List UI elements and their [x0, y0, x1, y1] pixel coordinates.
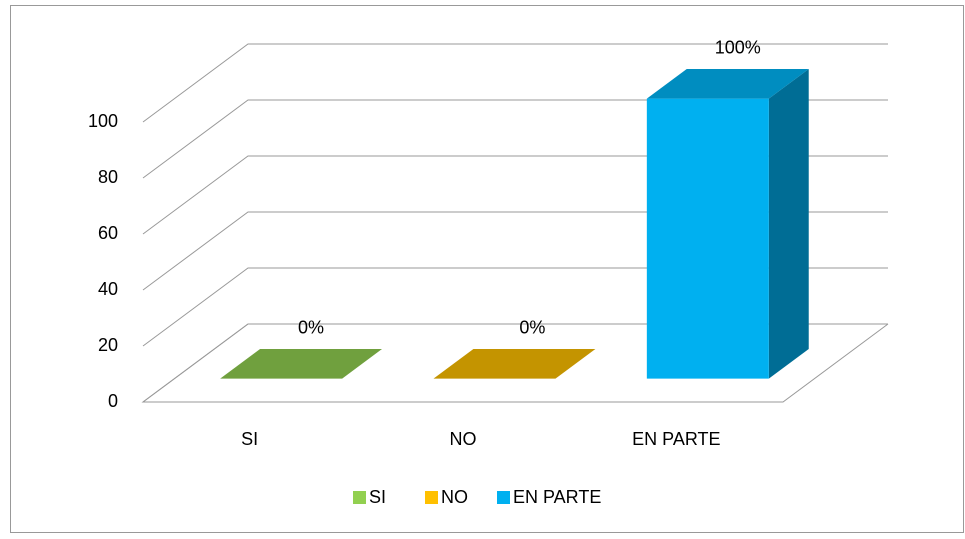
legend-swatch [497, 491, 510, 504]
chart-border [10, 5, 964, 533]
x-tick-label: SI [241, 429, 258, 449]
y-tick-label: 20 [98, 335, 118, 355]
bar-front [646, 98, 769, 379]
y-tick-label: 100 [88, 111, 118, 131]
data-label: 0% [519, 318, 545, 338]
bar-top [433, 348, 596, 379]
data-label: 0% [298, 318, 324, 338]
y-tick-label: 0 [108, 391, 118, 411]
legend-label: SI [369, 487, 386, 507]
x-tick-label: NO [450, 429, 477, 449]
data-label: 100% [715, 38, 761, 58]
grid-line [142, 43, 888, 123]
legend-swatch [353, 491, 366, 504]
y-tick-label: 40 [98, 279, 118, 299]
bar-top [220, 348, 383, 379]
legend-swatch [425, 491, 438, 504]
x-tick-label: EN PARTE [632, 429, 720, 449]
bar-side [768, 68, 809, 379]
legend-label: NO [441, 487, 468, 507]
y-tick-label: 60 [98, 223, 118, 243]
legend-label: EN PARTE [513, 487, 601, 507]
bar-top [646, 68, 809, 99]
y-tick-label: 80 [98, 167, 118, 187]
